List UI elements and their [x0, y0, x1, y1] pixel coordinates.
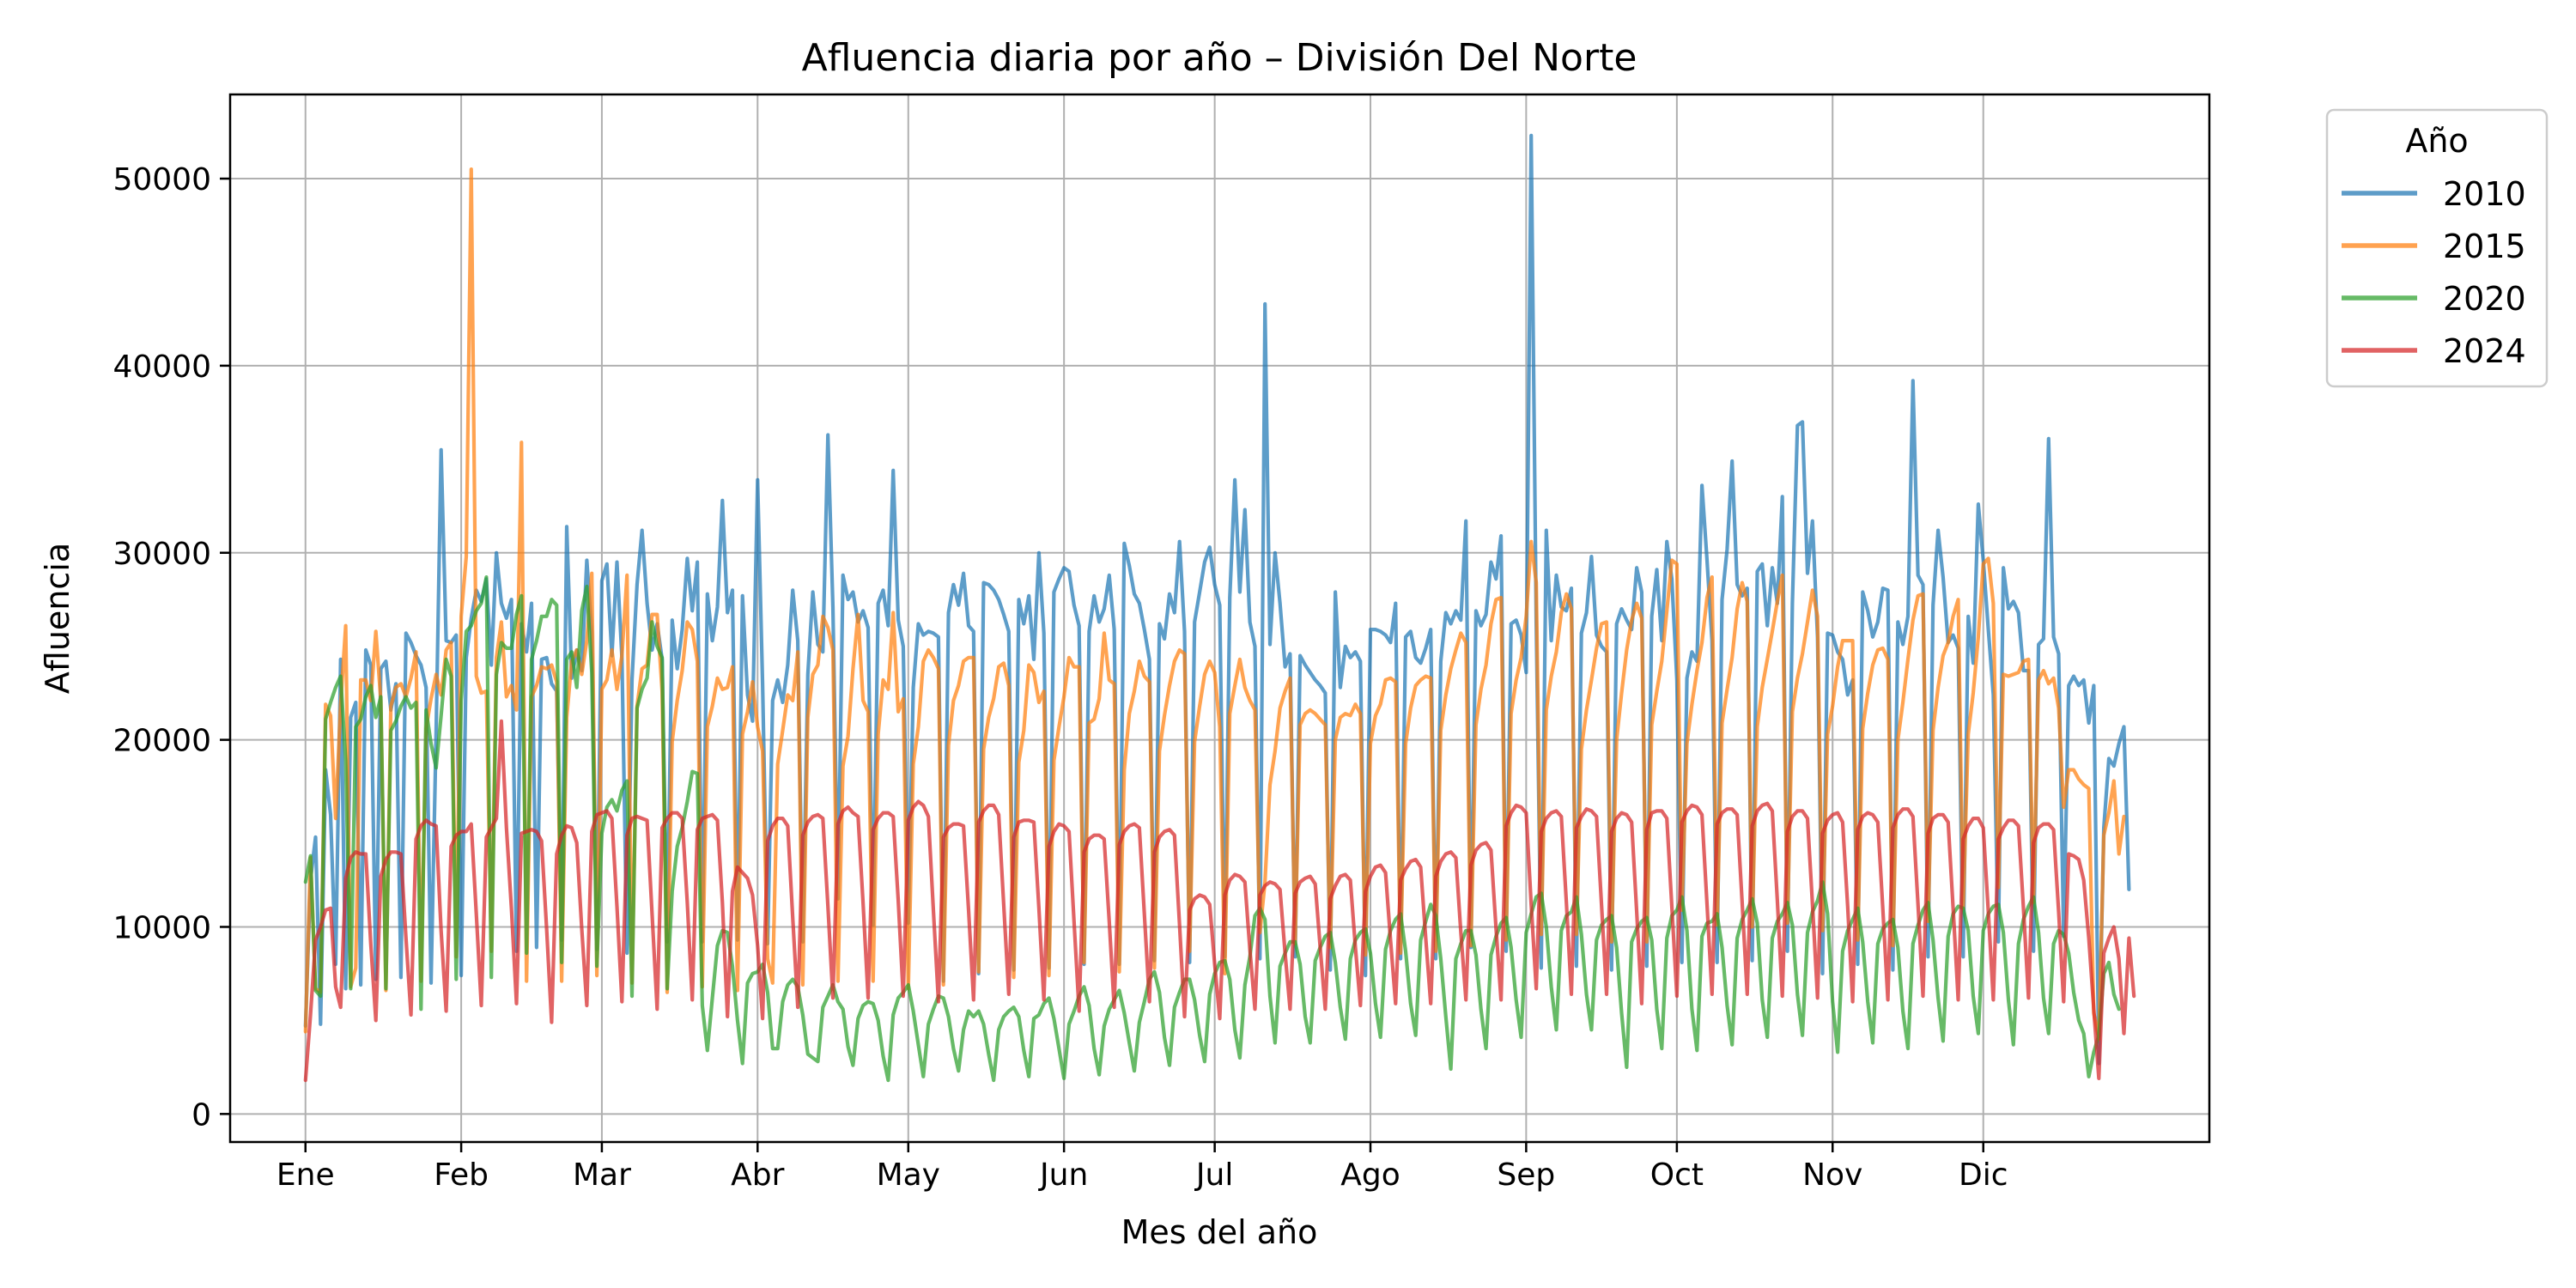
series-line-2020 [303, 574, 2121, 1083]
y-axis-label: Afluencia [39, 543, 76, 694]
series-line-2015 [303, 167, 2126, 1042]
legend-label-2024: 2024 [2443, 332, 2526, 370]
y-tick-label-3: 30000 [112, 537, 211, 572]
x-tick-label-9: Oct [1650, 1157, 1704, 1193]
legend: Año 2010 2015 2020 2024 [2325, 108, 2549, 388]
series-lines [303, 133, 2136, 1083]
x-tick-label-2: Mar [573, 1157, 631, 1193]
y-tick-label-2: 20000 [112, 724, 211, 759]
legend-title: Año [2405, 122, 2468, 160]
y-tick-label-0: 0 [191, 1097, 211, 1133]
x-tick-label-8: Sep [1497, 1157, 1555, 1193]
x-tick-label-0: Ene [276, 1157, 335, 1193]
x-tick-label-6: Jul [1194, 1157, 1233, 1193]
legend-box [2325, 108, 2549, 388]
x-axis-label: Mes del año [1121, 1213, 1318, 1251]
y-tick-label-4: 40000 [112, 349, 211, 385]
series-line-2024 [303, 719, 2136, 1083]
x-tick-label-4: May [877, 1157, 940, 1193]
legend-label-2015: 2015 [2443, 228, 2526, 265]
x-tick-label-7: Ago [1340, 1157, 1400, 1193]
x-tick-label-5: Jun [1038, 1157, 1088, 1193]
x-tick-label-10: Nov [1802, 1157, 1862, 1193]
legend-label-2010: 2010 [2443, 175, 2526, 213]
plot-frame [228, 93, 2211, 1144]
y-tick-label-5: 50000 [112, 162, 211, 197]
legend-label-2020: 2020 [2443, 280, 2526, 318]
x-axis-ticks: Ene Feb Mar Abr May Jun Jul Ago Sep Oct Nov Dic [276, 1142, 2008, 1193]
y-tick-label-1: 10000 [112, 910, 211, 945]
y-axis-ticks: 0 10000 20000 30000 40000 50000 [112, 162, 230, 1133]
chart-title: Afluencia diaria por año – División Del … [802, 36, 1637, 80]
grid-lines [230, 94, 2209, 1142]
x-tick-label-11: Dic [1959, 1157, 2008, 1193]
x-tick-label-3: Abr [731, 1157, 784, 1193]
x-tick-label-1: Feb [434, 1157, 489, 1193]
